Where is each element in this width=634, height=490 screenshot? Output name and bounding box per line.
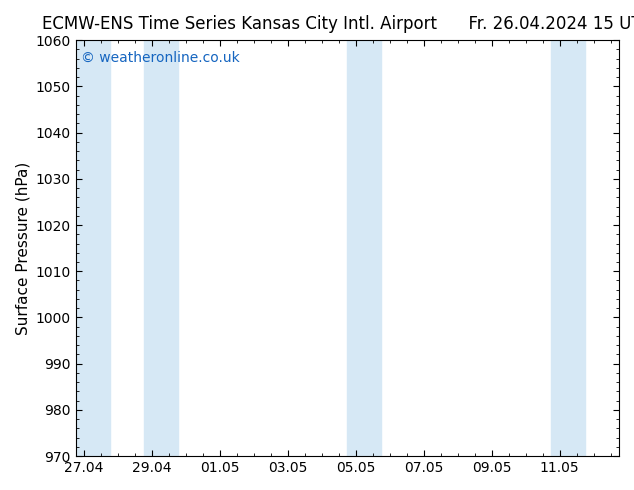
Y-axis label: Surface Pressure (hPa): Surface Pressure (hPa) <box>15 162 30 335</box>
Bar <box>143 40 178 456</box>
Bar <box>551 40 585 456</box>
Title: ECMW-ENS Time Series Kansas City Intl. Airport      Fr. 26.04.2024 15 UTC: ECMW-ENS Time Series Kansas City Intl. A… <box>42 15 634 33</box>
Bar <box>347 40 381 456</box>
Bar <box>75 40 110 456</box>
Text: © weatheronline.co.uk: © weatheronline.co.uk <box>81 50 240 65</box>
